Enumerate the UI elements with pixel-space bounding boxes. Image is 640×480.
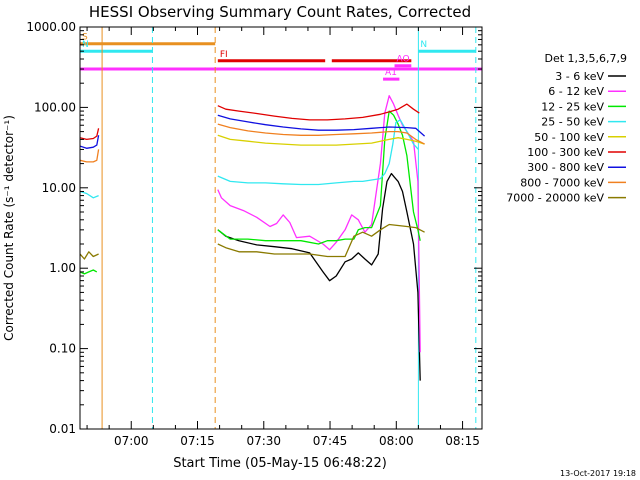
x-tick-label-3: 07:45 [313,434,348,448]
legend-title: Det 1,3,5,6,7,9 [544,52,627,65]
x-axis-label: Start Time (05-May-15 06:48:22) [173,456,387,471]
footer-date: 13-Oct-2017 19:18 [560,469,636,478]
chart-title: HESSI Observing Summary Count Rates, Cor… [89,3,471,21]
series-line-4-seg-0 [217,134,425,146]
series-line-7-seg-1 [217,123,425,145]
flag-label-7: A1 [385,68,397,78]
series-line-5-seg-0 [80,128,100,141]
y-tick-label-0: 1000.00 [26,20,76,34]
y-tick-label-2: 10.00 [42,181,76,195]
y-tick-label-5: 0.01 [49,422,76,436]
legend-label-0: 3 - 6 keV [555,70,604,83]
x-tick-label-5: 08:15 [445,434,480,448]
series-line-5-seg-1 [217,103,420,121]
legend-label-7: 800 - 7000 keV [520,176,604,189]
y-tick-label-3: 1.00 [49,261,76,275]
series-line-1-seg-0 [217,95,421,353]
flag-label-2: N [420,40,427,50]
x-tick-label-1: 07:15 [180,434,215,448]
series-line-3-seg-1 [217,119,419,186]
series-line-6-seg-1 [217,114,426,137]
flag-label-0: S [82,33,88,43]
series-line-0-seg-0 [217,172,421,381]
series-line-7-seg-0 [80,149,100,163]
x-tick-label-0: 07:00 [114,434,149,448]
x-tick-label-2: 07:30 [246,434,281,448]
flag-label-1: N [82,40,89,50]
flag-label-6: AO [397,55,410,65]
series-line-3-seg-0 [80,190,99,199]
legend-label-4: 50 - 100 keV [534,131,604,144]
y-tick-label-1: 100.00 [34,100,76,114]
series-line-6-seg-0 [80,135,100,149]
legend-label-1: 6 - 12 keV [548,85,604,98]
y-axis-label: Corrected Count Rate (s⁻¹ detector⁻¹) [2,115,16,341]
x-tick-label-4: 08:00 [379,434,414,448]
flag-label-4: FI [220,50,228,60]
legend-label-8: 7000 - 20000 keV [506,192,604,205]
legend-label-2: 12 - 25 keV [541,100,604,113]
legend-label-3: 25 - 50 keV [541,116,604,129]
series-line-8-seg-0 [80,251,99,260]
series-line-8-seg-1 [217,223,425,258]
legend-label-5: 100 - 300 keV [527,146,604,159]
legend-label-6: 300 - 800 keV [527,161,604,174]
plot-frame [79,26,483,430]
y-tick-label-4: 0.10 [49,342,76,356]
series-line-2-seg-0 [80,269,98,275]
